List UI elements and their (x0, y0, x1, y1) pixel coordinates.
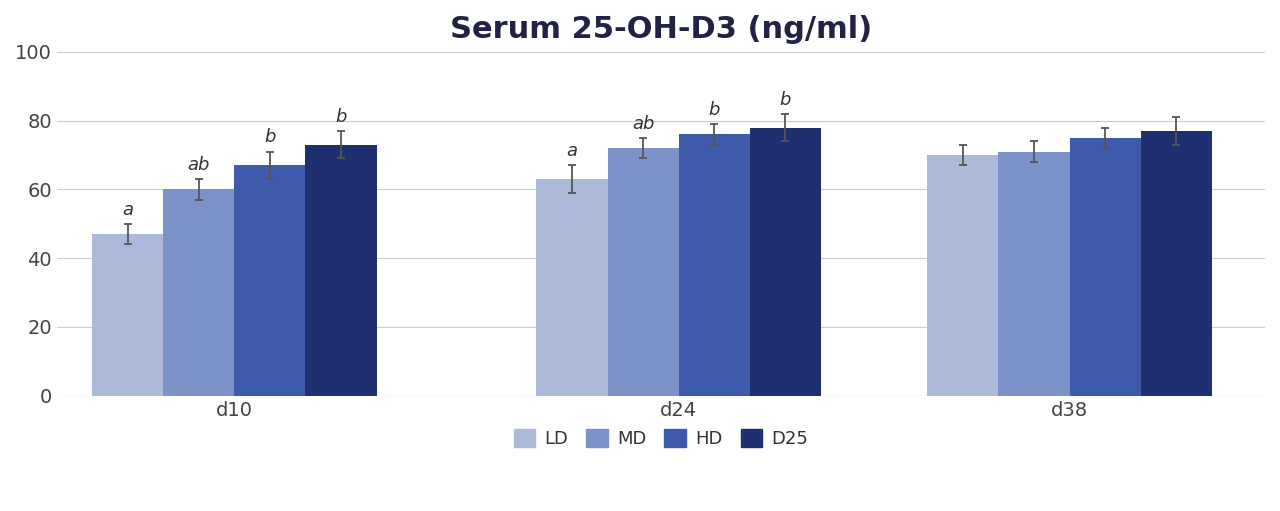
Bar (608, 148, 678, 396)
Bar (928, 155, 998, 396)
Bar (536, 179, 608, 396)
Bar (92, 234, 164, 396)
Bar (234, 166, 306, 396)
Text: b: b (780, 90, 791, 109)
Legend: LD, MD, HD, D25: LD, MD, HD, D25 (507, 422, 815, 455)
Bar (306, 145, 376, 396)
Text: b: b (264, 128, 275, 147)
Text: b: b (709, 101, 719, 119)
Bar (1140, 131, 1212, 396)
Bar (678, 134, 750, 396)
Bar (750, 128, 820, 396)
Text: ab: ab (632, 114, 654, 133)
Bar (998, 152, 1070, 396)
Text: ab: ab (188, 156, 210, 174)
Title: Serum 25-OH-D3 (ng/ml): Serum 25-OH-D3 (ng/ml) (449, 15, 872, 44)
Text: a: a (123, 201, 133, 219)
Text: a: a (567, 142, 577, 160)
Bar (164, 190, 234, 396)
Text: b: b (335, 108, 347, 126)
Bar (1070, 138, 1140, 396)
